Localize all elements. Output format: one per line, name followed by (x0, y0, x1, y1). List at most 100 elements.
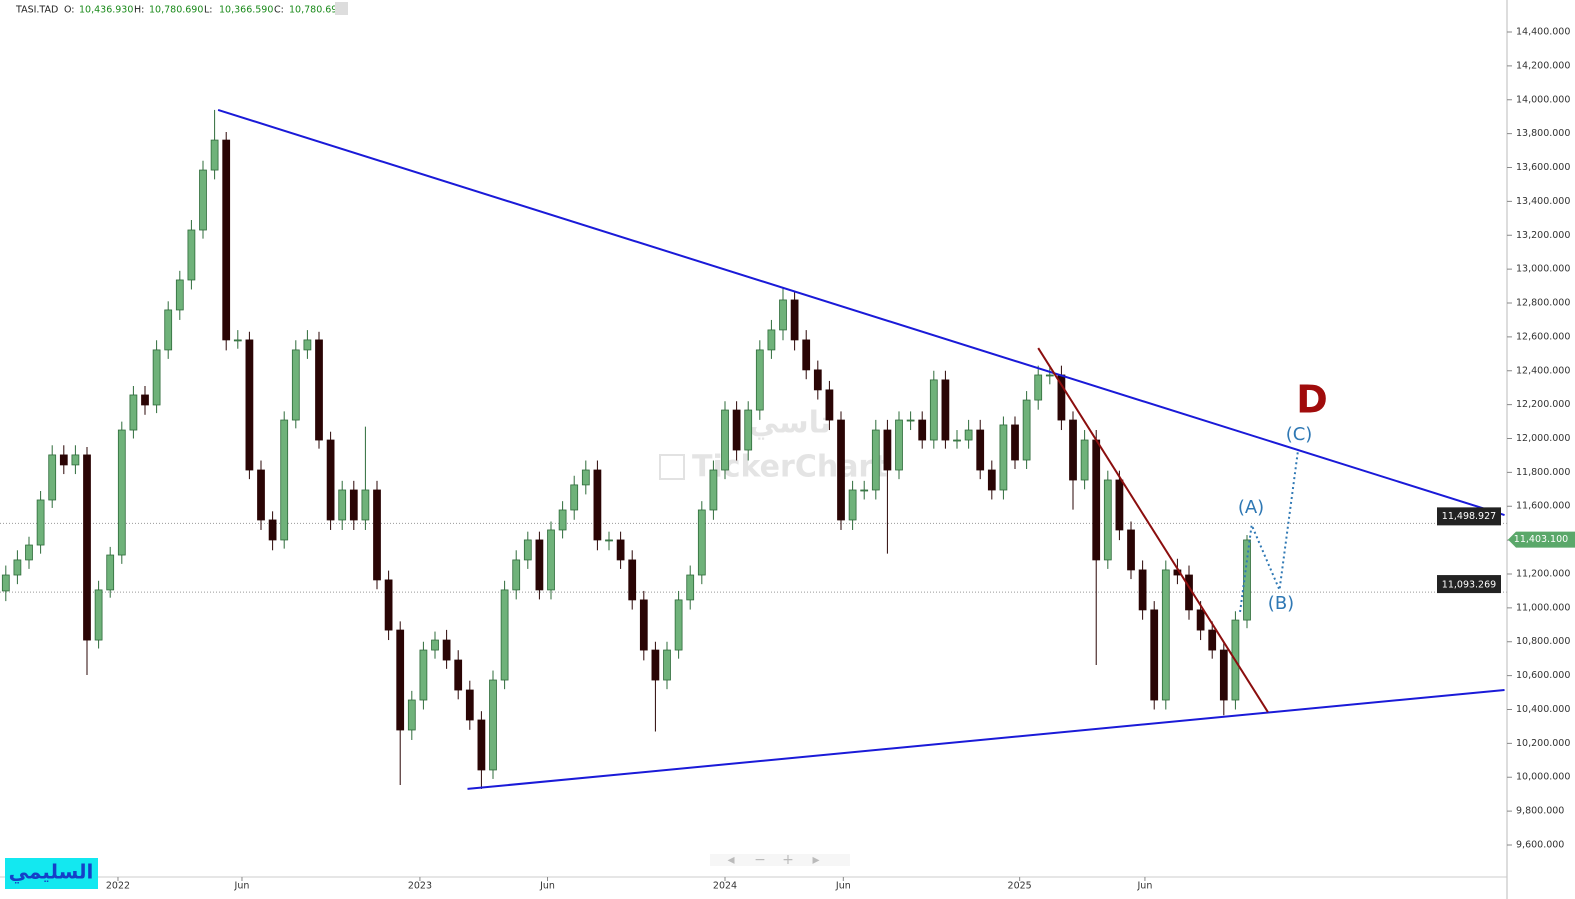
candle-body (1069, 419, 1077, 481)
trendline (467, 689, 1505, 790)
x-tick-label: Jun (835, 881, 851, 892)
candle-body (616, 539, 625, 561)
candle-body (280, 419, 289, 541)
trendline (217, 108, 1505, 517)
candle-body (755, 349, 764, 411)
x-tick-label: Jun (539, 881, 555, 892)
symbol: TASI.TAD (15, 5, 58, 16)
author: السليمي (9, 860, 94, 885)
candle-body (59, 454, 68, 466)
header: O: 10,436.930 H: 10,780.690 L: 10,366.590 C: 10… (64, 5, 343, 16)
y-tick-label: 14,400.000 (1516, 27, 1570, 38)
scroll-left[interactable]: ◂ (727, 852, 734, 868)
candle-body (222, 139, 231, 341)
header-key: O: (64, 5, 75, 16)
candle-body (407, 699, 416, 731)
candle-body (802, 339, 811, 371)
candle-body (268, 519, 277, 541)
candle-body (535, 539, 544, 591)
wave-label: (A) (1238, 497, 1264, 518)
candle-body (106, 554, 115, 591)
candle-body (1138, 569, 1147, 611)
candle-body (639, 599, 648, 651)
level-tag (1437, 507, 1501, 526)
x-tick-label: Jun (1137, 881, 1153, 892)
level-tag (1437, 575, 1501, 594)
candle-body (732, 409, 741, 451)
candle-body (1219, 649, 1228, 701)
watermark-icon (659, 454, 685, 480)
watermark-ar: تاسي (749, 406, 831, 441)
candle-body (442, 639, 451, 661)
candle-body (419, 649, 428, 701)
candle-body (744, 409, 753, 451)
header-value: 10,366.590 (219, 5, 273, 16)
candle-body (570, 484, 579, 511)
wave-label: (B) (1268, 593, 1294, 614)
candle-body (813, 369, 822, 391)
last-price-label: 11,403.100 (1514, 534, 1568, 545)
y-tick-label: 10,800.000 (1516, 636, 1570, 647)
candle-body (1045, 374, 1054, 377)
candle-body (187, 229, 196, 281)
candle-body (779, 299, 787, 331)
candle-body (94, 589, 103, 641)
candle-body (291, 349, 300, 421)
candle-body (1196, 609, 1205, 631)
candle-body (48, 454, 57, 501)
candle-body (1127, 529, 1135, 571)
candle-body (581, 469, 590, 486)
scroll-bar[interactable] (710, 854, 850, 866)
y-tick-label: 10,200.000 (1516, 738, 1570, 749)
candle-body (883, 429, 892, 471)
candle-body (976, 429, 985, 471)
candle-body (941, 379, 950, 441)
candle-body (431, 639, 439, 651)
candle-body (373, 489, 381, 581)
x-tick-label: 2024 (713, 881, 737, 892)
y-tick-label: 11,200.000 (1516, 568, 1570, 579)
candle-body (1, 574, 10, 592)
zoom-out[interactable]: − (754, 852, 766, 868)
y-tick-label: 12,400.000 (1516, 365, 1570, 376)
candle-body (964, 429, 973, 441)
level-label: 11,093.269 (1442, 580, 1496, 591)
candle-body (605, 539, 613, 542)
x-tick-label: 2022 (106, 881, 130, 892)
header-key: C: (274, 5, 284, 16)
candle-body (1208, 629, 1217, 651)
candle-body (825, 389, 834, 421)
last-price-tag (1508, 531, 1575, 548)
candle-body (1034, 374, 1043, 401)
candle-body (512, 559, 521, 591)
candle-body (315, 339, 323, 441)
y-tick-label: 10,000.000 (1516, 772, 1570, 783)
candle-body (848, 489, 857, 521)
candle-body (651, 649, 660, 681)
plot (0, 108, 1507, 790)
candle-body (465, 689, 474, 721)
scroll-right[interactable]: ▸ (812, 852, 819, 868)
candle-body (895, 419, 903, 471)
y-tick-label: 13,200.000 (1516, 230, 1570, 241)
candle-body (129, 394, 138, 431)
candle-body (871, 429, 880, 491)
candle-body (593, 469, 602, 541)
menu-button[interactable] (335, 2, 348, 15)
y-tick-label: 12,600.000 (1516, 331, 1570, 342)
candle-body (477, 719, 486, 771)
candle-body (303, 339, 312, 351)
y-tick-label: 13,800.000 (1516, 128, 1570, 139)
candle-body (13, 559, 22, 576)
zoom-in[interactable]: + (782, 852, 794, 868)
y-tick-label: 11,600.000 (1516, 501, 1570, 512)
candle-body (36, 499, 45, 546)
scroll-controls[interactable]: ◂ − + ▸ (710, 852, 850, 868)
y-tick-label: 13,400.000 (1516, 196, 1570, 207)
candle-body (500, 589, 509, 681)
candle-body (686, 574, 695, 601)
candle-body (233, 339, 242, 342)
candle-body (25, 544, 33, 561)
level-label: 11,498.927 (1442, 511, 1496, 522)
candle-body (349, 489, 358, 521)
